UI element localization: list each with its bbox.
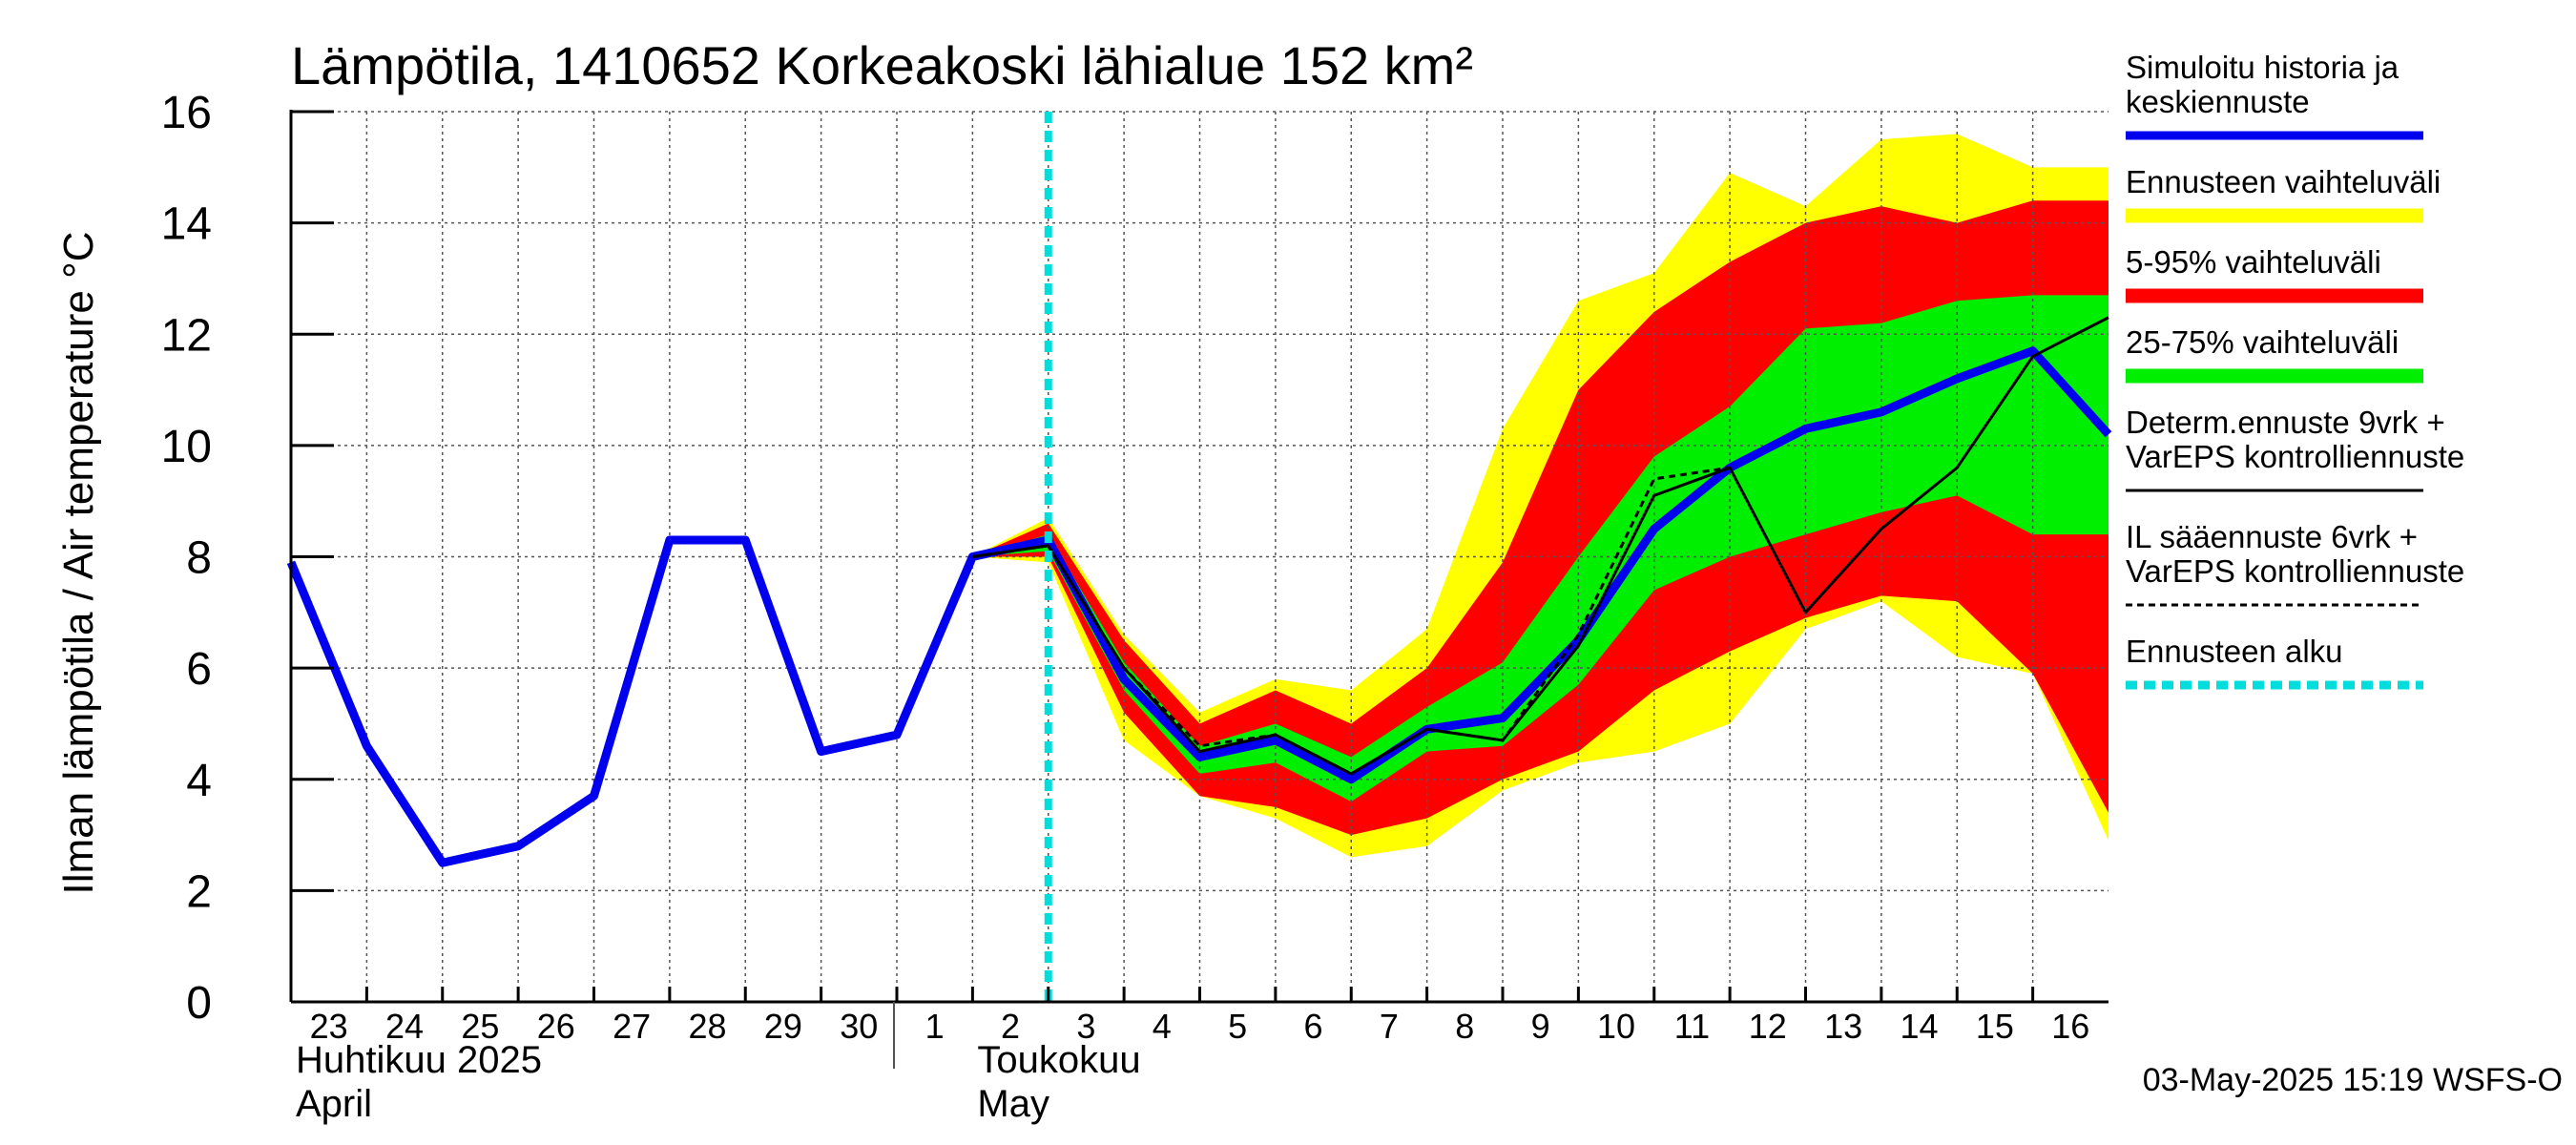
legend-text-4-1: VarEPS kontrolliennuste	[2126, 439, 2464, 474]
series-line-2	[972, 466, 1731, 776]
x-tick-label-4: 4	[1153, 1007, 1172, 1046]
x-tick-label-8: 8	[1455, 1007, 1474, 1046]
month-label-en-0: April	[296, 1083, 372, 1125]
x-tick-label-30: 30	[840, 1007, 878, 1046]
legend-text-2-0: 5-95% vaihteluväli	[2126, 244, 2381, 280]
legend-text-4-0: Determ.ennuste 9vrk +	[2126, 405, 2445, 440]
y-tick-label-8: 8	[186, 533, 212, 584]
series-line-1	[972, 316, 2109, 776]
y-tick-label-16: 16	[161, 88, 212, 138]
y-tick-label-6: 6	[186, 644, 212, 695]
legend-text-1-0: Ennusteen vaihteluväli	[2126, 164, 2441, 199]
y-tick-label-0: 0	[186, 978, 212, 1029]
axes	[289, 110, 2109, 1069]
x-tick-label-2: 2	[1001, 1007, 1020, 1046]
month-label-en-1: May	[977, 1083, 1049, 1125]
x-tick-label-3: 3	[1076, 1007, 1095, 1046]
legend-text-0-0: Simuloitu historia ja	[2126, 50, 2399, 85]
x-tick-label-26: 26	[537, 1007, 575, 1046]
x-tick-label-16: 16	[2051, 1007, 2089, 1046]
x-tick-label-28: 28	[689, 1007, 727, 1046]
x-tick-label-15: 15	[1976, 1007, 2014, 1046]
legend-text-6-0: Ennusteen alku	[2126, 634, 2343, 669]
x-tick-label-13: 13	[1824, 1007, 1862, 1046]
y-tick-label-4: 4	[186, 756, 212, 806]
y-tick-label-10: 10	[161, 422, 212, 472]
month-label-fi-0: Huhtikuu 2025	[296, 1039, 542, 1081]
forecast-bands	[972, 134, 2109, 858]
legend-text-0-1: keskiennuste	[2126, 84, 2310, 119]
legend-text-5-1: VarEPS kontrolliennuste	[2126, 553, 2464, 589]
x-tick-label-11: 11	[1674, 1007, 1710, 1046]
month-label-fi-1: Toukokuu	[977, 1039, 1140, 1081]
x-tick-label-27: 27	[613, 1007, 651, 1046]
y-tick-label-2: 2	[186, 866, 212, 917]
x-tick-label-10: 10	[1597, 1007, 1635, 1046]
x-tick-label-7: 7	[1380, 1007, 1399, 1046]
x-tick-label-9: 9	[1531, 1007, 1550, 1046]
series-line-0	[286, 346, 2112, 867]
x-tick-label-5: 5	[1228, 1007, 1247, 1046]
x-tick-label-24: 24	[385, 1007, 424, 1046]
y-tick-label-12: 12	[161, 310, 212, 361]
legend-text-3-0: 25-75% vaihteluväli	[2126, 324, 2399, 360]
x-tick-label-23: 23	[310, 1007, 348, 1046]
chart-title: Lämpötila, 1410652 Korkeakoski lähialue …	[291, 35, 1473, 95]
legend-text-5-0: IL sääennuste 6vrk +	[2126, 519, 2418, 554]
x-tick-label-6: 6	[1304, 1007, 1323, 1046]
x-tick-label-1: 1	[925, 1007, 945, 1046]
y-tick-label-14: 14	[161, 199, 212, 250]
y-axis-label: Ilman lämpötila / Air temperature °C	[55, 232, 102, 895]
footer-timestamp: 03-May-2025 15:19 WSFS-O	[2143, 1062, 2563, 1098]
x-tick-label-29: 29	[764, 1007, 802, 1046]
x-tick-label-14: 14	[1901, 1007, 1939, 1046]
grid	[291, 111, 2109, 1002]
x-tick-label-25: 25	[461, 1007, 499, 1046]
x-tick-label-12: 12	[1749, 1007, 1787, 1046]
series-lines	[286, 112, 2112, 1002]
